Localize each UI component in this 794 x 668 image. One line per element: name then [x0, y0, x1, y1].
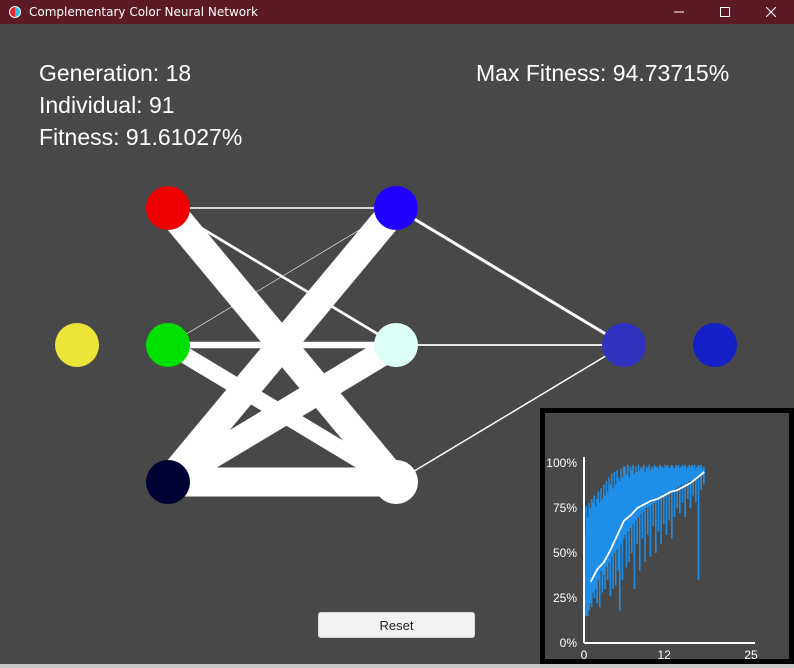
fitness-stat: Fitness: 91.61027%: [39, 121, 242, 153]
maximize-icon: [720, 7, 730, 17]
y-tick-label: 75%: [553, 501, 577, 515]
output-node: [602, 323, 646, 367]
minimize-button[interactable]: [656, 0, 702, 24]
fitness-label: Fitness:: [39, 124, 126, 150]
x-tick-label: 12: [657, 648, 671, 659]
max-fitness-stat: Max Fitness: 94.73715%: [476, 57, 729, 89]
input-color-node: [55, 323, 99, 367]
connection-in2-h1: [161, 334, 403, 493]
x-tick-label: 0: [581, 648, 588, 659]
title-bar: Complementary Color Neural Network: [0, 0, 794, 24]
fitness-chart: 0% 25% 50% 75% 100% 0 12 25: [546, 456, 758, 659]
connection-h2-out: [395, 344, 625, 483]
y-tick-label: 25%: [553, 591, 577, 605]
hidden-node-0: [374, 186, 418, 230]
individual-label: Individual:: [39, 92, 149, 118]
input-node-0: [146, 186, 190, 230]
hidden-node-2: [374, 460, 418, 504]
connection-in1-h0: [167, 207, 397, 346]
y-tick-label: 50%: [553, 546, 577, 560]
neural-network-diagram: [55, 186, 737, 504]
window-bottom-border: [0, 664, 794, 668]
fitness-chart-panel: 0% 25% 50% 75% 100% 0 12 25: [540, 408, 794, 664]
client-area: Generation: 18 Individual: 91 Fitness: 9…: [0, 24, 794, 664]
close-icon: [766, 7, 776, 17]
maximize-button[interactable]: [702, 0, 748, 24]
y-tick-label: 0%: [560, 636, 578, 650]
x-tick-label: 25: [744, 648, 758, 659]
reset-button[interactable]: Reset: [318, 612, 475, 638]
input-node-1: [146, 323, 190, 367]
fitness-value: 91.61027%: [125, 124, 243, 150]
result-color-node: [693, 323, 737, 367]
window-title: Complementary Color Neural Network: [29, 5, 258, 19]
minimize-icon: [674, 11, 684, 13]
connection-in2-h0: [157, 198, 407, 492]
generation-value: 18: [165, 60, 192, 86]
hidden-node-1: [374, 323, 418, 367]
max-fitness-label: Max Fitness:: [476, 60, 613, 86]
close-button[interactable]: [748, 0, 794, 24]
generation-label: Generation:: [39, 60, 166, 86]
window-controls: [656, 0, 794, 24]
y-tick-label: 100%: [546, 456, 577, 470]
max-fitness-value: 94.73715%: [612, 60, 730, 86]
connection-h0-out: [395, 206, 625, 347]
individual-stat: Individual: 91: [39, 89, 175, 121]
color-circle-icon: [9, 6, 21, 18]
input-node-2: [146, 460, 190, 504]
generation-stat: Generation: 18: [39, 57, 191, 89]
individual-value: 91: [148, 92, 175, 118]
max-fitness-line: [589, 471, 705, 583]
